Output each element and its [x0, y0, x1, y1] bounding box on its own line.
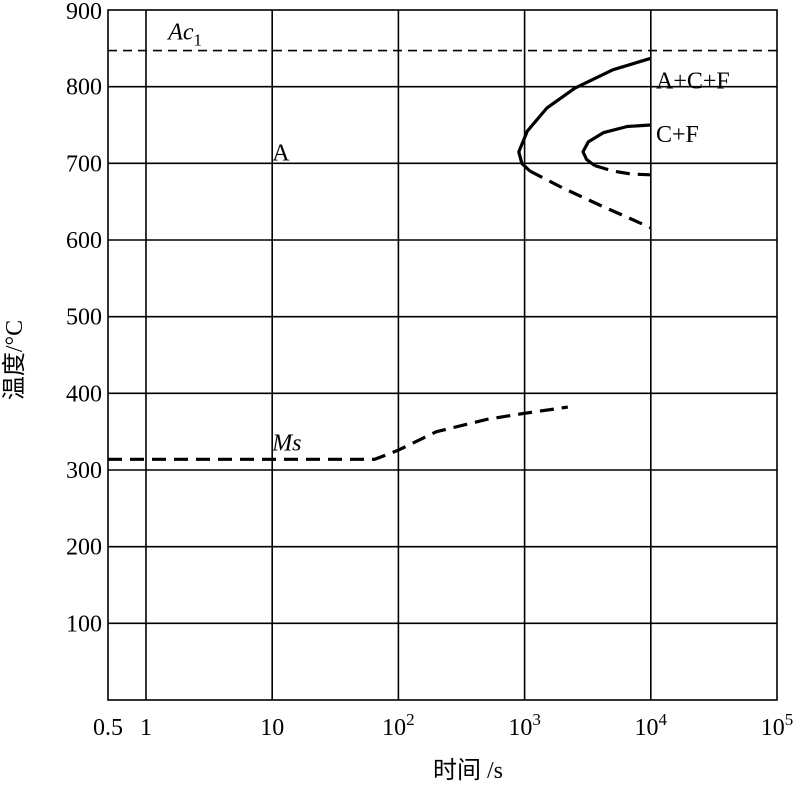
grid: [108, 10, 777, 700]
y-tick-label: 600: [66, 228, 102, 254]
y-tick-label: 900: [66, 0, 102, 25]
x-tick-label: 1: [140, 715, 152, 741]
y-tick-label: 400: [66, 381, 102, 407]
region-label: A: [272, 141, 290, 167]
x-tick-label: 105: [761, 710, 794, 741]
x-tick-label: 0.5: [93, 715, 123, 741]
x-tick-label: 102: [382, 710, 415, 741]
x-axis-label: 时间 /s: [433, 757, 503, 784]
y-tick-labels: 100 200 300 400 500 600 700 800 900: [66, 0, 102, 637]
y-tick-label: 700: [66, 151, 102, 177]
series-line: [594, 164, 651, 177]
plot-frame: [107, 9, 778, 701]
y-axis-label: 温度/°C: [1, 320, 28, 400]
series-group: [108, 49, 777, 461]
region-label: C+F: [656, 122, 699, 148]
x-tick-labels: 0.5 1 10 102 103 104 105: [93, 710, 793, 741]
x-tick-label: 104: [635, 710, 668, 741]
series-line: [517, 56, 652, 173]
region-label: A+C+F: [656, 69, 730, 95]
region-label: Ms: [271, 430, 301, 456]
series-line: [108, 405, 569, 461]
series-line: [529, 169, 652, 230]
plot-area-border: [107, 9, 778, 701]
x-tick-label: 103: [508, 710, 541, 741]
series-line: [581, 123, 651, 167]
y-tick-label: 100: [66, 611, 102, 637]
x-tick-label: 10: [260, 715, 284, 741]
y-tick-label: 500: [66, 305, 102, 331]
region-label: Ac1: [166, 19, 202, 49]
y-tick-label: 200: [66, 535, 102, 561]
y-tick-label: 800: [66, 75, 102, 101]
annotations: Ac1 A+C+F C+F A Ms: [166, 19, 730, 456]
y-tick-label: 300: [66, 458, 102, 484]
